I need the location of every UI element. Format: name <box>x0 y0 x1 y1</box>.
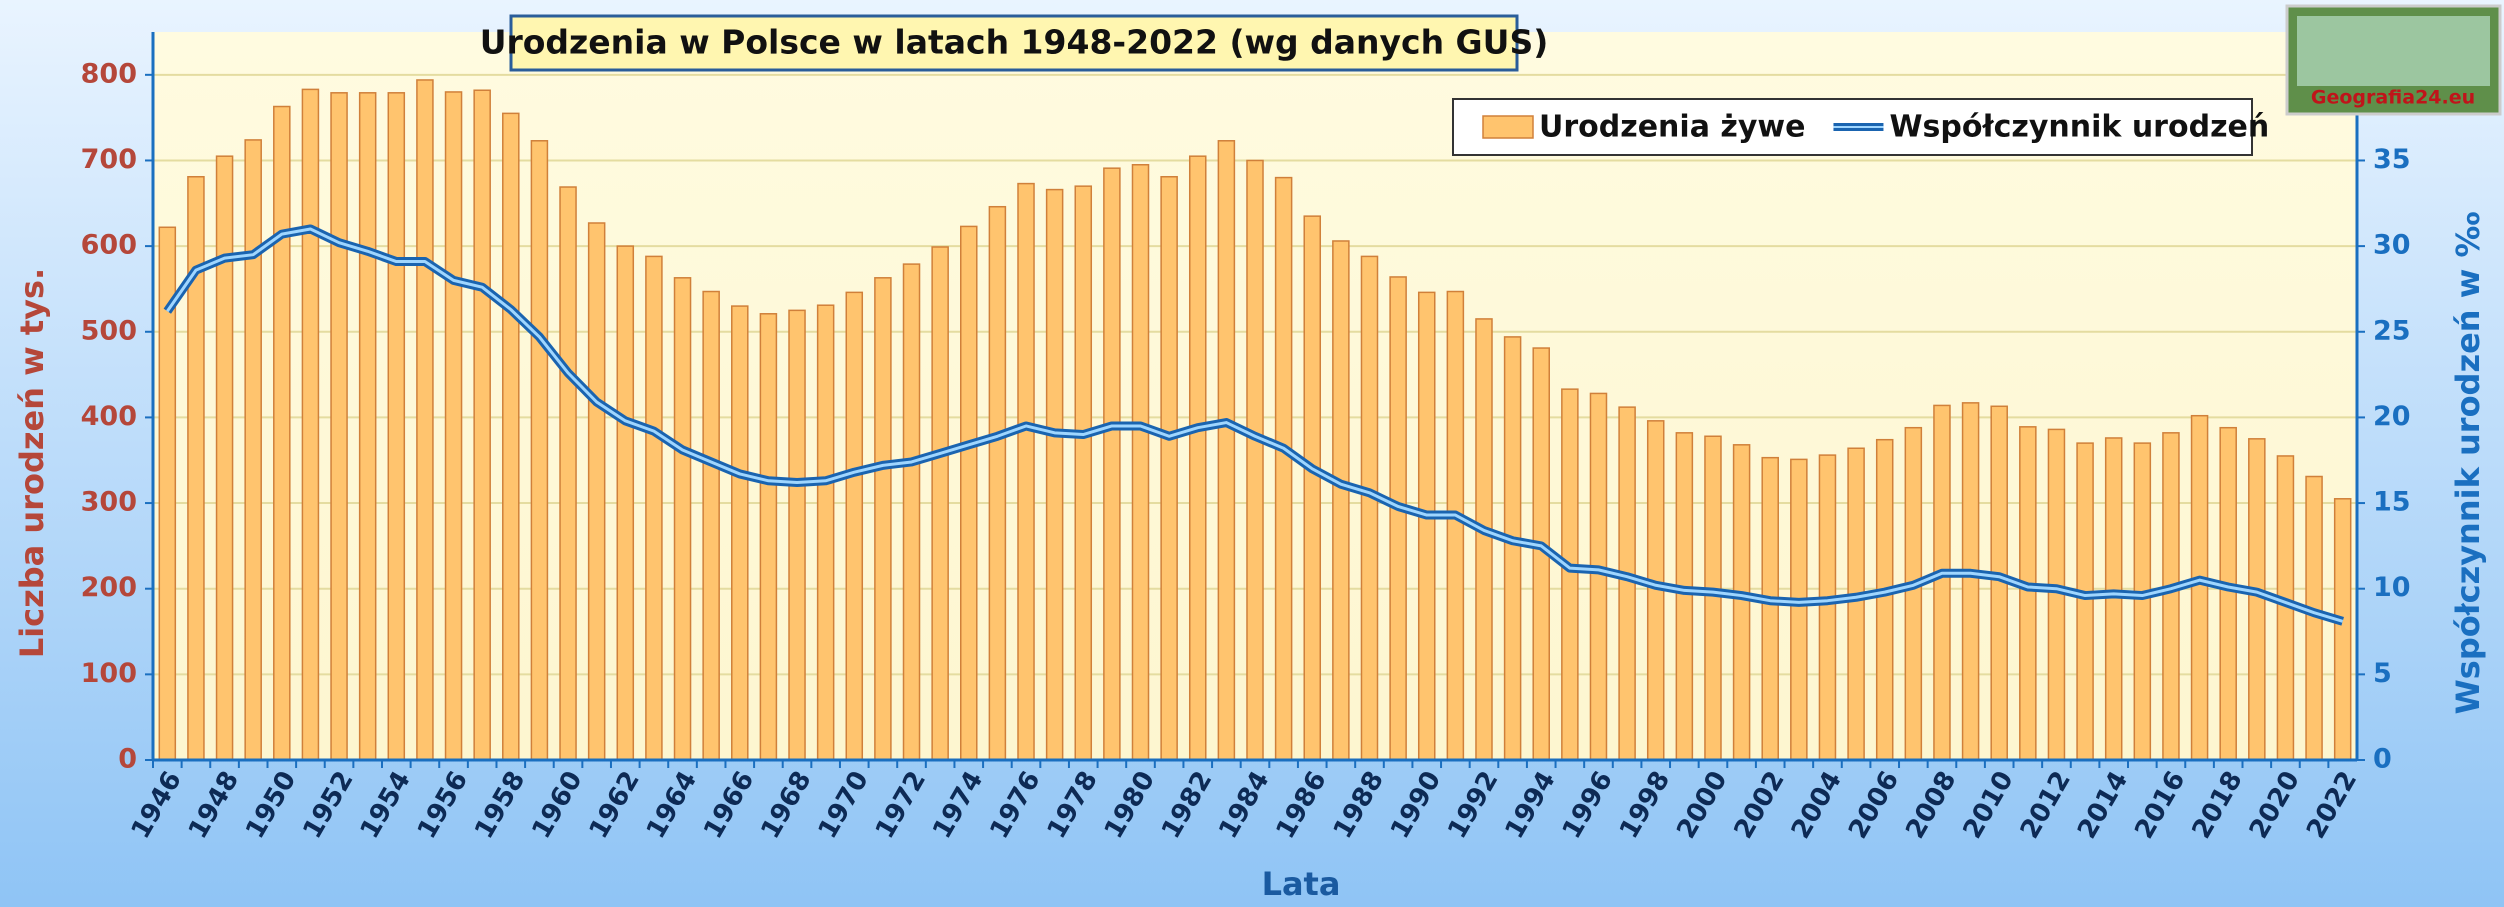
y-tick-label: 300 <box>81 487 137 518</box>
y-tick-label: 200 <box>81 572 137 603</box>
bar <box>2192 416 2208 760</box>
bar <box>1304 216 1320 760</box>
y-tick-label: 500 <box>81 315 137 346</box>
bar <box>1905 428 1921 760</box>
bar <box>1447 292 1463 760</box>
bar <box>2134 443 2150 760</box>
bar <box>1505 337 1521 760</box>
y-tick-label: 800 <box>81 58 137 89</box>
bar <box>1075 186 1091 760</box>
bar <box>2106 438 2122 760</box>
bar <box>1848 448 1864 760</box>
bar <box>732 306 748 760</box>
bar <box>932 247 948 760</box>
bar <box>1047 190 1063 760</box>
bar <box>1963 403 1979 760</box>
y2-tick-label: 15 <box>2373 487 2411 518</box>
bar <box>1132 165 1148 760</box>
y-axis-title: Liczba urodzeń w tys. <box>13 268 51 658</box>
bar <box>1218 141 1234 760</box>
bar <box>1562 389 1578 760</box>
page: 0100200300400500600700800051015202530351… <box>0 0 2504 907</box>
legend: Urodzenia żywe Współczynnik urodzeń <box>1453 99 2269 155</box>
y-tick-label: 400 <box>81 401 137 432</box>
bar <box>789 310 805 760</box>
chart-title: Urodzenia w Polsce w latach 1948-2022 (w… <box>480 23 1549 62</box>
bar <box>2048 429 2064 760</box>
y-tick-label: 700 <box>81 144 137 175</box>
bar <box>961 226 977 760</box>
bar <box>675 278 691 760</box>
bar <box>503 113 519 760</box>
bar <box>531 141 547 760</box>
bar <box>1190 156 1206 760</box>
bar <box>1247 160 1263 760</box>
bar <box>302 89 318 760</box>
y2-axis-title: Współczynnik urodzeń w ‰ <box>2449 212 2487 715</box>
y2-tick-label: 30 <box>2373 230 2411 261</box>
legend-label: Urodzenia żywe <box>1539 110 1805 145</box>
bar <box>1934 405 1950 760</box>
bar <box>388 93 404 760</box>
bar <box>2163 433 2179 760</box>
y2-tick-label: 5 <box>2373 658 2392 689</box>
bar <box>417 80 433 760</box>
bar <box>589 223 605 760</box>
bar <box>1619 407 1635 760</box>
bar <box>760 314 776 760</box>
bar <box>331 93 347 760</box>
y2-tick-label: 10 <box>2373 572 2411 603</box>
bar <box>2249 439 2265 760</box>
bar <box>1161 177 1177 760</box>
bar <box>1276 178 1292 760</box>
bar <box>2077 443 2093 760</box>
bar <box>245 140 261 760</box>
bar <box>818 305 834 760</box>
bar <box>646 256 662 760</box>
bar <box>560 187 576 760</box>
chart: 0100200300400500600700800051015202530351… <box>0 0 2504 907</box>
bar <box>1333 241 1349 760</box>
bar <box>875 278 891 760</box>
y2-tick-label: 20 <box>2373 401 2411 432</box>
bar <box>1476 319 1492 760</box>
logo-text: Geografia24.eu <box>2311 87 2475 109</box>
bar <box>1762 458 1778 760</box>
bar <box>1104 168 1120 760</box>
bar <box>1419 292 1435 760</box>
y2-tick-label: 25 <box>2373 315 2411 346</box>
bar <box>1791 459 1807 760</box>
bar <box>617 246 633 760</box>
bar <box>1590 393 1606 760</box>
bar <box>846 292 862 760</box>
x-axis-title: Lata <box>1262 865 1341 903</box>
legend-swatch <box>1483 116 1533 138</box>
bar <box>989 207 1005 760</box>
bar <box>2335 499 2351 760</box>
y-tick-label: 600 <box>81 230 137 261</box>
bar <box>2020 427 2036 760</box>
y-tick-label: 100 <box>81 658 137 689</box>
logo-image <box>2297 16 2490 86</box>
bar <box>1734 445 1750 760</box>
bar <box>217 156 233 760</box>
bar <box>1877 440 1893 760</box>
bar <box>360 93 376 760</box>
bar <box>2220 428 2236 760</box>
y-tick-label: 0 <box>118 744 137 775</box>
bar <box>474 90 490 760</box>
bar <box>274 107 290 760</box>
bar <box>1361 256 1377 760</box>
bar <box>446 92 462 760</box>
bar <box>703 292 719 760</box>
bar <box>904 264 920 760</box>
bar <box>1676 433 1692 760</box>
bar <box>1390 277 1406 760</box>
y2-tick-label: 0 <box>2373 744 2392 775</box>
bar <box>1705 436 1721 760</box>
legend-label: Współczynnik urodzeń <box>1889 110 2269 145</box>
y2-tick-label: 35 <box>2373 144 2411 175</box>
bar <box>1819 455 1835 760</box>
bar <box>1018 184 1034 760</box>
